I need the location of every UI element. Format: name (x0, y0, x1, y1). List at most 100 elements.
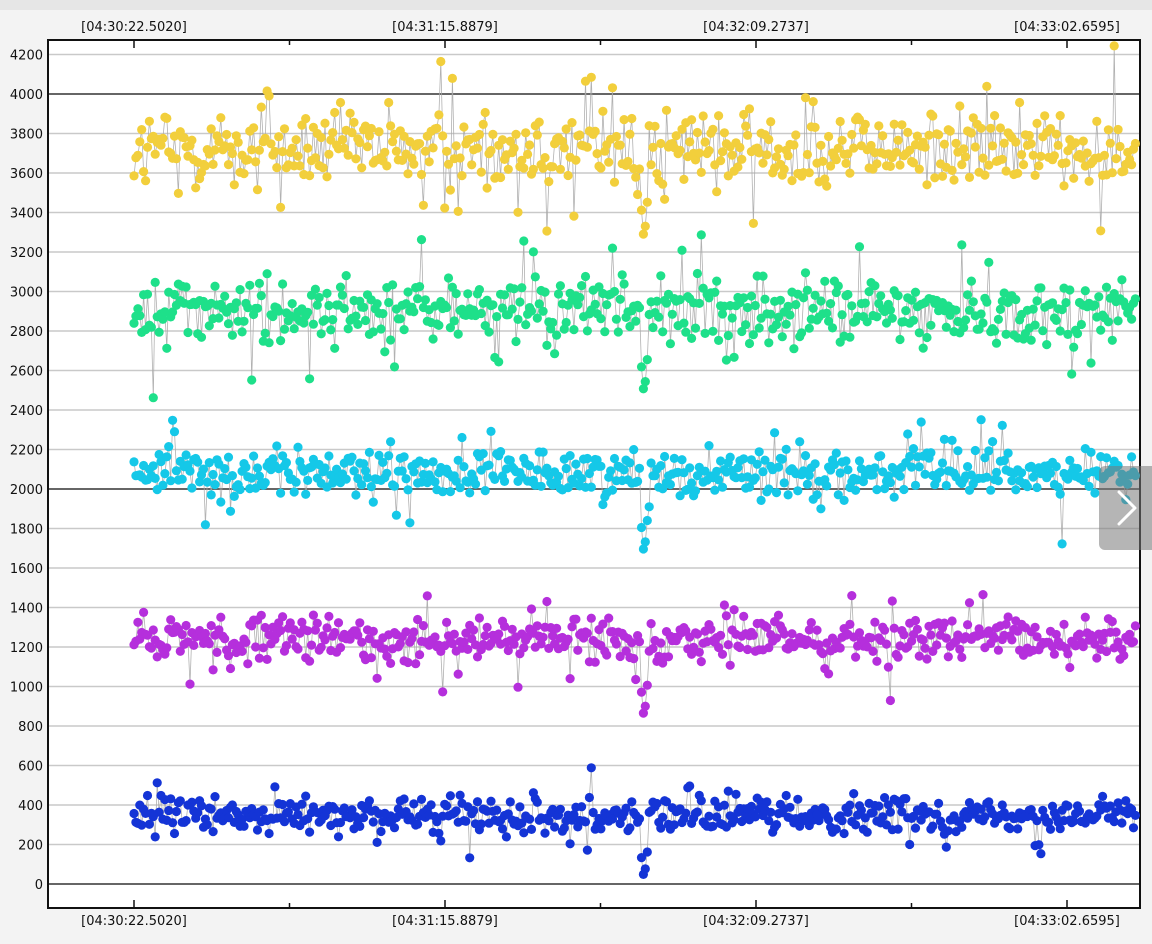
data-point (301, 489, 311, 499)
y-tick-label: 3000 (10, 286, 43, 301)
data-point (158, 314, 168, 324)
data-point (461, 816, 471, 826)
data-point (1101, 453, 1112, 463)
data-point (802, 479, 813, 489)
data-point (582, 453, 593, 464)
data-point (963, 290, 973, 300)
data-point (619, 279, 629, 289)
data-point (476, 819, 486, 829)
data-point (945, 126, 955, 136)
data-point (511, 129, 521, 139)
data-point (380, 347, 390, 357)
data-point (598, 106, 608, 116)
data-point (899, 484, 909, 495)
data-point (372, 837, 382, 848)
data-point (704, 441, 714, 451)
data-point (513, 682, 523, 692)
data-point (717, 147, 728, 157)
data-point (631, 674, 641, 685)
data-point (459, 122, 469, 132)
data-point (389, 481, 400, 491)
data-point (364, 796, 374, 806)
data-point (198, 464, 209, 474)
data-point (220, 634, 230, 644)
data-point (409, 799, 419, 809)
data-point (227, 471, 237, 481)
data-point (507, 624, 517, 634)
data-point (389, 362, 400, 372)
data-point (947, 616, 957, 626)
data-point (411, 659, 421, 669)
data-point (1113, 637, 1123, 647)
data-point (532, 130, 542, 140)
top-strip (0, 0, 1152, 10)
data-point (826, 299, 836, 309)
data-point (303, 475, 313, 485)
data-point (389, 823, 400, 833)
data-point (243, 303, 253, 313)
data-point (548, 317, 558, 328)
data-point (862, 827, 872, 837)
data-point (154, 807, 164, 817)
data-point (604, 157, 614, 167)
data-point (424, 157, 434, 167)
data-point (629, 654, 639, 664)
data-point (750, 812, 760, 822)
data-point (324, 300, 334, 311)
data-point (978, 153, 988, 163)
data-point (339, 803, 349, 813)
data-point (704, 146, 714, 156)
data-point (341, 474, 351, 484)
data-point (887, 596, 897, 606)
data-point (934, 130, 944, 140)
data-point (961, 152, 971, 162)
data-point (885, 305, 896, 315)
data-point (1098, 791, 1108, 802)
data-point (469, 805, 479, 816)
data-point (1063, 801, 1073, 811)
data-point (472, 797, 483, 807)
data-point (384, 297, 394, 308)
data-point (640, 864, 650, 874)
data-point (727, 313, 737, 323)
data-point (665, 339, 676, 349)
data-point (227, 330, 237, 340)
data-point (335, 282, 346, 292)
data-point (148, 625, 158, 635)
data-point (476, 167, 486, 177)
data-point (413, 294, 423, 304)
data-point (245, 280, 255, 290)
data-point (878, 812, 888, 822)
data-point (552, 330, 562, 340)
next-button[interactable] (1099, 466, 1152, 550)
data-point (937, 458, 948, 468)
data-point (708, 124, 718, 134)
data-point (467, 160, 477, 170)
data-point (129, 318, 139, 328)
data-point (918, 635, 928, 645)
data-point (714, 475, 724, 485)
data-point (918, 343, 928, 353)
data-point (330, 804, 340, 814)
data-point (158, 133, 168, 143)
data-point (723, 786, 733, 796)
data-point (843, 149, 853, 159)
data-point (181, 450, 191, 460)
data-point (677, 245, 687, 255)
data-point (469, 625, 479, 635)
data-point (553, 471, 564, 481)
data-point (372, 299, 382, 309)
data-point (681, 327, 691, 337)
data-point (1036, 151, 1046, 161)
data-point (202, 820, 212, 830)
data-point (166, 615, 176, 625)
data-point (442, 617, 452, 628)
data-point (455, 153, 465, 163)
data-point (602, 300, 612, 310)
data-point (513, 314, 523, 324)
data-point (368, 626, 378, 636)
data-point (160, 469, 170, 479)
data-point (237, 327, 247, 337)
data-point (355, 618, 365, 628)
data-point (301, 114, 311, 124)
